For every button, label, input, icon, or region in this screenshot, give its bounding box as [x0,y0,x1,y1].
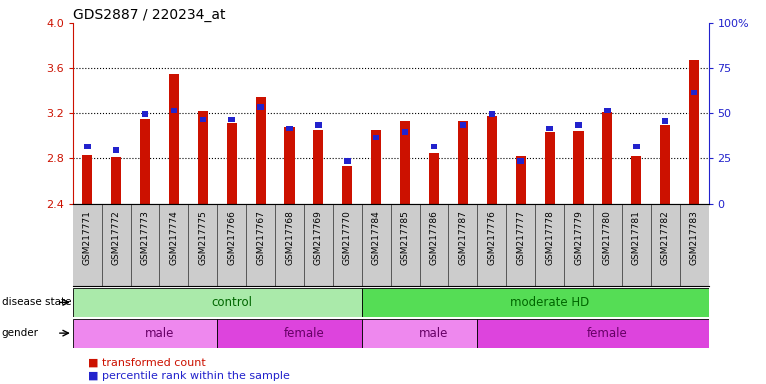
Text: GSM217779: GSM217779 [574,210,583,265]
Text: male: male [145,327,174,339]
Text: ■ transformed count: ■ transformed count [88,358,206,368]
Bar [689,60,699,204]
Text: moderate HD: moderate HD [510,296,589,309]
Text: disease state: disease state [2,297,71,308]
Text: GSM217778: GSM217778 [545,210,554,265]
Text: female: female [587,327,628,339]
Text: gender: gender [2,328,38,338]
Bar [604,108,611,113]
Bar [84,144,90,149]
Bar [402,129,408,135]
Bar [429,153,439,204]
Bar [373,135,379,141]
Text: GSM217785: GSM217785 [401,210,410,265]
Bar [257,104,264,110]
Text: GSM217771: GSM217771 [83,210,92,265]
Text: GSM217781: GSM217781 [632,210,641,265]
Bar [691,89,697,95]
Bar [169,74,179,204]
Bar [82,155,92,204]
Text: GSM217776: GSM217776 [487,210,496,265]
Text: male: male [419,327,449,339]
Bar [660,124,670,204]
Bar [633,144,640,149]
Bar [372,130,381,204]
Bar [516,156,525,204]
Text: GSM217783: GSM217783 [689,210,699,265]
Bar [486,116,497,204]
Bar [574,131,584,204]
Text: GDS2887 / 220234_at: GDS2887 / 220234_at [73,8,225,22]
Bar [284,127,295,204]
Text: GSM217774: GSM217774 [169,210,178,265]
Text: GSM217777: GSM217777 [516,210,525,265]
Bar [362,319,477,348]
Bar [344,158,351,164]
Text: GSM217773: GSM217773 [140,210,149,265]
Text: female: female [283,327,324,339]
Bar [460,122,466,128]
Bar [227,123,237,204]
Text: GSM217786: GSM217786 [430,210,438,265]
Bar [545,132,555,204]
Text: GSM217782: GSM217782 [661,210,669,265]
Bar [228,117,235,122]
Bar [315,122,322,128]
Bar [602,112,613,204]
Text: GSM217772: GSM217772 [112,210,120,265]
Text: GSM217767: GSM217767 [256,210,265,265]
Bar [198,111,208,204]
Bar [575,122,582,128]
Bar [362,288,709,317]
Text: GSM217780: GSM217780 [603,210,612,265]
Bar [218,319,362,348]
Bar [430,144,437,149]
Bar [489,111,495,117]
Bar [662,119,669,124]
Text: GSM217769: GSM217769 [314,210,323,265]
Text: GSM217775: GSM217775 [198,210,208,265]
Text: GSM217770: GSM217770 [343,210,352,265]
Bar [140,119,150,204]
Bar [256,98,266,204]
Bar [111,157,121,204]
Text: GSM217766: GSM217766 [228,210,236,265]
Bar [342,166,352,204]
Bar [400,121,410,204]
Text: control: control [211,296,252,309]
Text: GSM217768: GSM217768 [285,210,294,265]
Bar [73,288,362,317]
Text: ■ percentile rank within the sample: ■ percentile rank within the sample [88,371,290,381]
Bar [546,126,553,131]
Text: GSM217784: GSM217784 [372,210,381,265]
Bar [142,111,149,117]
Bar [477,319,709,348]
Bar [113,147,119,153]
Bar [199,117,206,122]
Bar [73,319,218,348]
Bar [517,158,524,164]
Bar [286,126,293,131]
Bar [313,130,323,204]
Bar [171,108,177,113]
Bar [631,156,641,204]
Text: GSM217787: GSM217787 [458,210,467,265]
Bar [458,121,468,204]
